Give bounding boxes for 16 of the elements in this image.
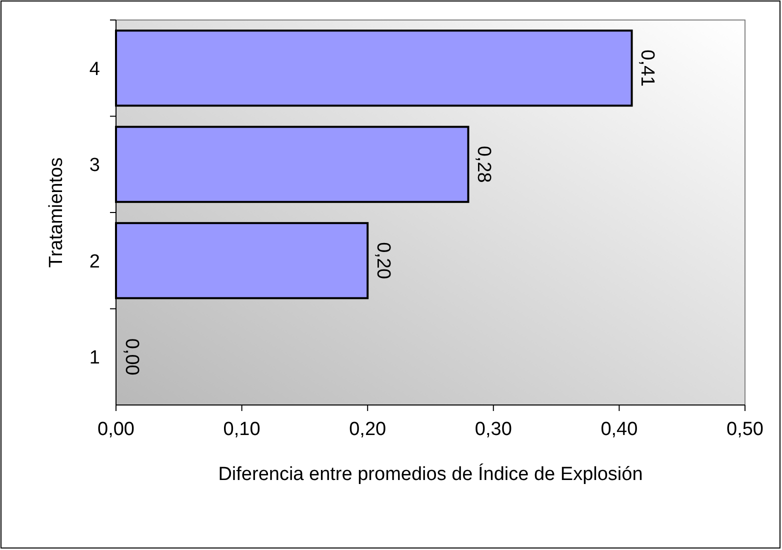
- x-tick-label: 0,50: [726, 419, 764, 440]
- x-tick-label: 0,30: [474, 419, 512, 440]
- y-tick-label: 4: [89, 58, 100, 80]
- data-label: 0,28: [473, 146, 494, 183]
- y-tick-label: 1: [89, 348, 100, 369]
- data-label: 0,20: [372, 242, 394, 280]
- data-label: 0,41: [636, 50, 658, 87]
- x-axis-title: Diferencia entre promedios de Índice de Explosión: [218, 463, 643, 485]
- x-tick-label: 0,20: [349, 419, 386, 440]
- y-tick-label: 2: [89, 251, 100, 272]
- y-axis-title: Tratamientos: [46, 157, 67, 268]
- x-tick-label: 0,40: [600, 419, 638, 440]
- x-tick-label: 0,00: [98, 419, 134, 440]
- x-tick-label: 0,10: [223, 419, 260, 440]
- data-label: 0,00: [120, 338, 142, 376]
- y-tick-label: 3: [89, 155, 100, 176]
